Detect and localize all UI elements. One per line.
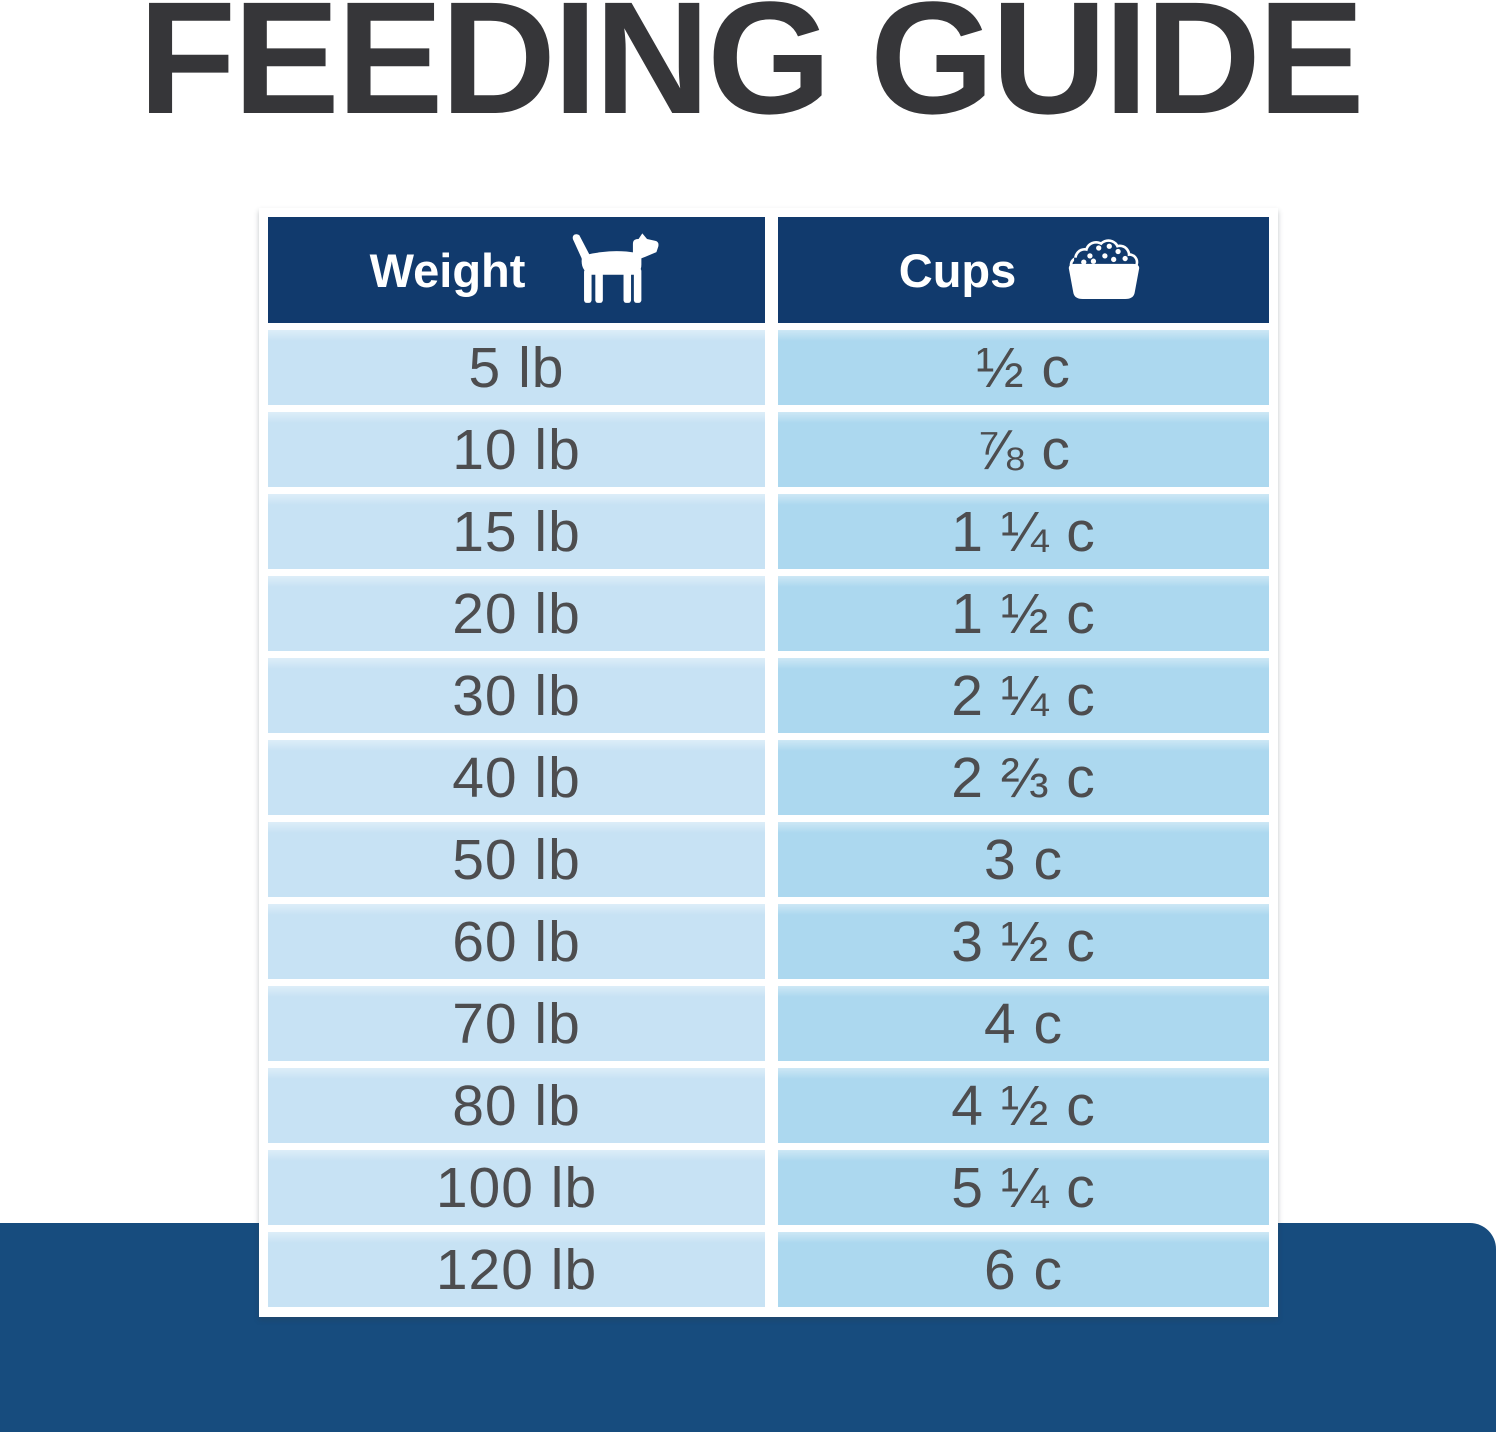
weight-cell: 70 lb	[268, 986, 765, 1061]
cups-cell: 2 ⅔ c	[778, 740, 1269, 815]
food-bowl-icon	[1069, 239, 1140, 300]
cups-header-label: Cups	[898, 243, 1017, 297]
weight-cell: 20 lb	[268, 576, 765, 651]
cups-cell: 5 ¼ c	[778, 1150, 1269, 1225]
cups-cell: 6 c	[778, 1232, 1269, 1307]
feeding-table-grid: Weight Cups	[268, 217, 1269, 1307]
cups-cell: 2 ¼ c	[778, 658, 1269, 733]
cups-cell: ⅞ c	[778, 412, 1269, 487]
weight-cell: 40 lb	[268, 740, 765, 815]
cups-cell: ½ c	[778, 330, 1269, 405]
cups-cell: 1 ¼ c	[778, 494, 1269, 569]
weight-cell: 80 lb	[268, 1068, 765, 1143]
weight-cell: 10 lb	[268, 412, 765, 487]
weight-cell: 100 lb	[268, 1150, 765, 1225]
weight-header-label: Weight	[369, 243, 526, 297]
weight-cell: 5 lb	[268, 330, 765, 405]
cups-header-cell: Cups	[778, 217, 1269, 323]
cups-cell: 3 c	[778, 822, 1269, 897]
weight-cell: 60 lb	[268, 904, 765, 979]
cups-cell: 4 c	[778, 986, 1269, 1061]
weight-cell: 15 lb	[268, 494, 765, 569]
weight-header-cell: Weight	[268, 217, 765, 323]
cups-cell: 1 ½ c	[778, 576, 1269, 651]
weight-cell: 50 lb	[268, 822, 765, 897]
weight-cell: 30 lb	[268, 658, 765, 733]
cups-cell: 4 ½ c	[778, 1068, 1269, 1143]
weight-cell: 120 lb	[268, 1232, 765, 1307]
cups-cell: 3 ½ c	[778, 904, 1269, 979]
page-title: FEEDING GUIDE	[138, 0, 1364, 147]
dog-icon	[573, 233, 659, 303]
feeding-table: Weight Cups	[259, 208, 1278, 1317]
